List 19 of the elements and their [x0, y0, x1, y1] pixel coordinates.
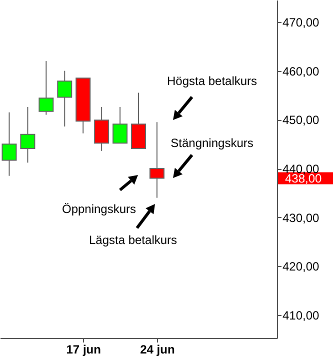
annotation: Högsta betalkurs [166, 74, 258, 88]
annotation: Stängningskurs [170, 136, 254, 150]
candlestick [38, 60, 54, 116]
annotation: Lägsta betalkurs [88, 233, 178, 247]
y-tick-label: 460,00 [282, 64, 320, 78]
y-tick-label: 430,00 [282, 210, 320, 225]
y-tick-label: 470,00 [282, 15, 320, 30]
y-tick-label: 420,00 [282, 260, 320, 274]
candlestick [57, 70, 72, 128]
candlestick [94, 106, 110, 152]
x-tick-label: 24 jun [140, 342, 175, 356]
annotation: Öppningskurs [62, 202, 136, 216]
candlestick [149, 122, 164, 198]
candlestick [20, 106, 36, 164]
y-tick-label: 450,00 [282, 113, 320, 128]
candlestick [112, 106, 128, 144]
y-tick-label: 410,00 [282, 308, 320, 323]
candlestick [2, 112, 17, 176]
x-tick-label: 17 jun [66, 342, 101, 356]
